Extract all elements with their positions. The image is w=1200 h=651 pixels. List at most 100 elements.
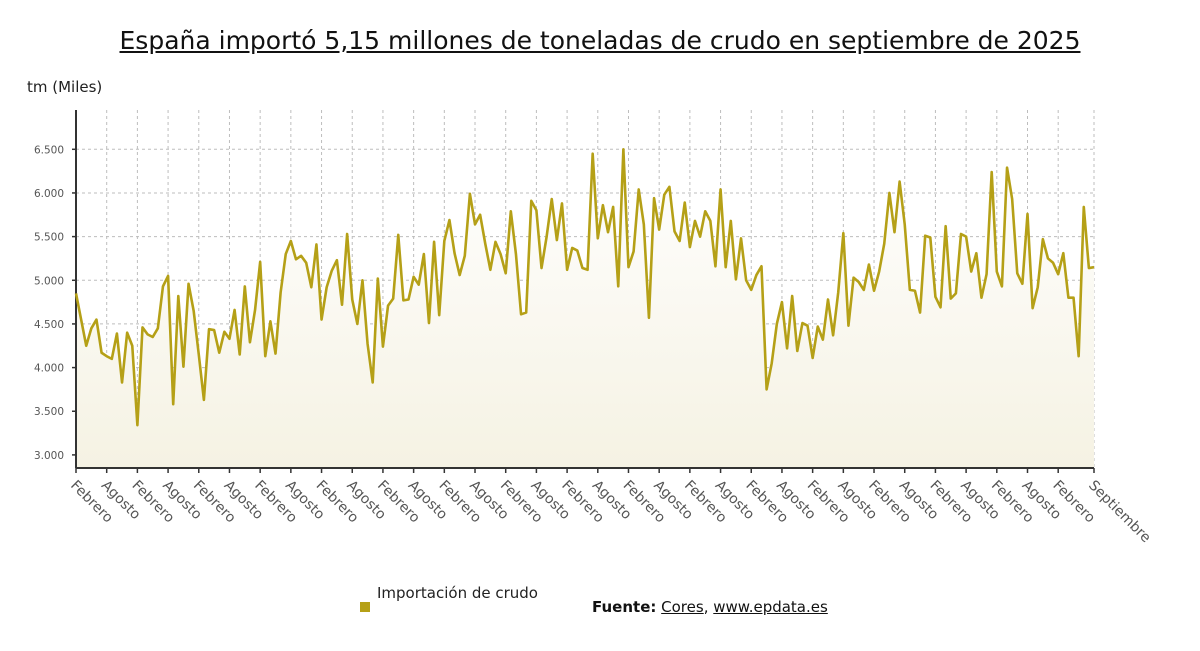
- data-point: [591, 152, 593, 154]
- data-point: [617, 285, 619, 287]
- data-point: [1016, 272, 1018, 274]
- data-point: [632, 250, 634, 252]
- data-point: [264, 355, 266, 357]
- data-point: [443, 240, 445, 242]
- data-point: [80, 318, 82, 320]
- data-point: [448, 219, 450, 221]
- data-point: [817, 325, 819, 327]
- data-point: [372, 381, 374, 383]
- data-point: [1001, 285, 1003, 287]
- data-point: [453, 252, 455, 254]
- data-point: [602, 204, 604, 206]
- data-point: [750, 289, 752, 291]
- data-point: [269, 320, 271, 322]
- data-point: [494, 241, 496, 243]
- data-point: [643, 223, 645, 225]
- data-point: [259, 261, 261, 263]
- y-tick-label: 6.000: [34, 188, 64, 200]
- y-tick-label: 4.500: [34, 319, 64, 331]
- data-point: [474, 223, 476, 225]
- data-point: [310, 286, 312, 288]
- data-point: [1047, 257, 1049, 259]
- data-point: [760, 265, 762, 267]
- data-point: [842, 232, 844, 234]
- x-axis-ticks: FebreroAgostoFebreroAgostoFebreroAgostoF…: [67, 468, 1154, 546]
- data-point: [520, 313, 522, 315]
- data-point: [648, 317, 650, 319]
- data-point: [771, 362, 773, 364]
- data-point: [904, 223, 906, 225]
- data-point: [740, 237, 742, 239]
- source-link-cores[interactable]: Cores: [661, 598, 704, 616]
- data-point: [868, 263, 870, 265]
- y-axis-unit-label: tm (Miles): [27, 78, 103, 96]
- data-point: [361, 279, 363, 281]
- data-point: [356, 323, 358, 325]
- data-point: [479, 214, 481, 216]
- data-point: [684, 201, 686, 203]
- data-point: [397, 234, 399, 236]
- data-point: [586, 269, 588, 271]
- data-point: [1006, 166, 1008, 168]
- source-prefix: Fuente:: [592, 598, 657, 616]
- data-point: [914, 290, 916, 292]
- data-point: [433, 241, 435, 243]
- data-point: [556, 239, 558, 241]
- data-point: [709, 220, 711, 222]
- data-point: [152, 336, 154, 338]
- data-point: [300, 255, 302, 257]
- data-point: [561, 202, 563, 204]
- data-point: [218, 352, 220, 354]
- data-point: [888, 192, 890, 194]
- data-point: [581, 267, 583, 269]
- data-point: [525, 311, 527, 313]
- data-point: [1088, 267, 1090, 269]
- data-point: [208, 328, 210, 330]
- data-point: [1042, 238, 1044, 240]
- data-point: [162, 285, 164, 287]
- data-point: [535, 209, 537, 211]
- y-tick-label: 5.000: [34, 275, 64, 287]
- data-point: [412, 276, 414, 278]
- data-point: [622, 148, 624, 150]
- data-point: [786, 347, 788, 349]
- data-point: [418, 283, 420, 285]
- data-point: [612, 206, 614, 208]
- data-point: [822, 338, 824, 340]
- data-point: [458, 274, 460, 276]
- data-point: [111, 358, 113, 360]
- data-point: [950, 297, 952, 299]
- data-point: [95, 318, 97, 320]
- data-point: [305, 262, 307, 264]
- data-point: [960, 233, 962, 235]
- source-link-epdata[interactable]: www.epdata.es: [713, 598, 828, 616]
- data-point: [735, 278, 737, 280]
- data-point: [489, 269, 491, 271]
- data-point: [1077, 355, 1079, 357]
- data-point: [576, 249, 578, 251]
- data-point: [878, 270, 880, 272]
- data-point: [755, 274, 757, 276]
- y-tick-label: 4.000: [34, 363, 64, 375]
- data-point: [694, 220, 696, 222]
- data-point: [182, 366, 184, 368]
- y-tick-label: 5.500: [34, 232, 64, 244]
- data-point: [131, 345, 133, 347]
- data-point: [1067, 297, 1069, 299]
- data-point: [177, 295, 179, 297]
- data-point: [975, 252, 977, 254]
- data-point: [402, 299, 404, 301]
- data-point: [238, 353, 240, 355]
- data-point: [1011, 198, 1013, 200]
- data-point: [1083, 206, 1085, 208]
- y-axis-ticks: 3.000 3.500 4.000 4.500 5.000 5.500 6.000 6.500: [34, 144, 76, 462]
- data-point: [464, 255, 466, 257]
- data-point: [678, 240, 680, 242]
- data-point: [213, 329, 215, 331]
- data-point: [663, 193, 665, 195]
- data-point: [1052, 262, 1054, 264]
- area-fill: [76, 149, 1094, 469]
- data-point: [924, 235, 926, 237]
- series-line-importacion-de-crudo: [74, 147, 1095, 427]
- data-point: [714, 265, 716, 267]
